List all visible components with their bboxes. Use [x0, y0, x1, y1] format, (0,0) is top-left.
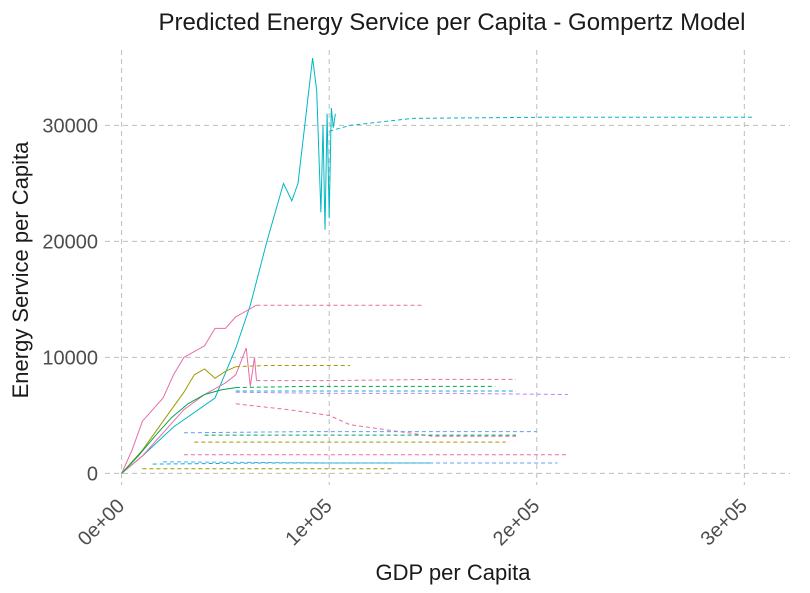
series-line-18 — [152, 462, 433, 465]
y-tick-label: 10000 — [42, 347, 98, 369]
x-tick-label: 1e+05 — [281, 495, 336, 550]
y-tick-label: 0 — [87, 463, 98, 485]
y-tick-label: 20000 — [42, 231, 98, 253]
series-line-15 — [183, 431, 537, 434]
series-line-5 — [256, 378, 516, 382]
x-tick-label: 3e+05 — [697, 495, 752, 550]
series-line-6 — [121, 366, 237, 474]
series-line-0 — [121, 58, 336, 474]
x-tick-label: 2e+05 — [489, 495, 544, 550]
y-tick-label: 30000 — [42, 115, 98, 137]
x-axis-label: GDP per Capita — [376, 560, 532, 585]
x-axis-ticks: 0e+00 1e+05 2e+05 3e+05 — [74, 495, 752, 550]
grid — [105, 50, 790, 485]
x-tick-label: 0e+00 — [74, 495, 129, 550]
y-axis-label: Energy Service per Capita — [8, 141, 33, 399]
chart-title: Predicted Energy Service per Capita - Go… — [159, 9, 746, 36]
series-line-9 — [235, 385, 496, 389]
series-line-7 — [235, 365, 350, 368]
series-line-1 — [329, 116, 755, 132]
series-line-4 — [121, 347, 257, 474]
plot-series — [121, 58, 755, 474]
y-axis-ticks: 0 10000 20000 30000 — [42, 115, 98, 485]
series-line-17 — [163, 461, 558, 464]
series-line-12 — [235, 403, 516, 437]
series-line-2 — [121, 304, 257, 474]
series-line-10 — [235, 391, 568, 395]
series-line-8 — [121, 387, 236, 474]
